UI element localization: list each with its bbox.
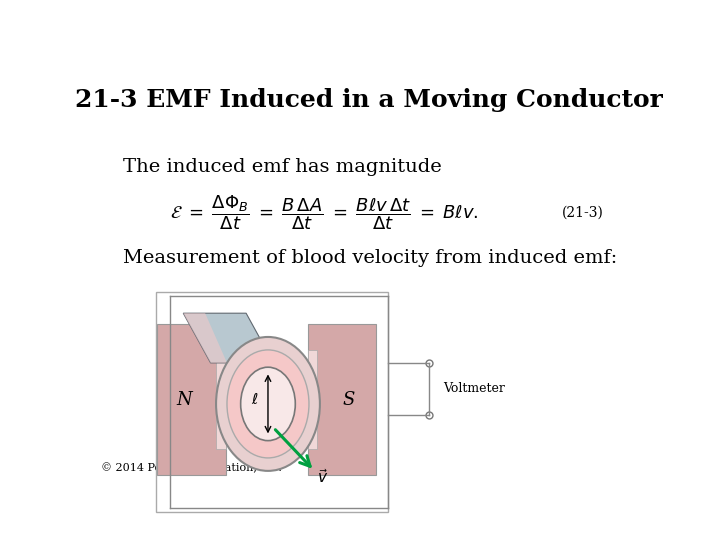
Text: Voltmeter: Voltmeter <box>443 382 505 395</box>
Text: 21-3 EMF Induced in a Moving Conductor: 21-3 EMF Induced in a Moving Conductor <box>75 88 663 112</box>
Text: $\ell$: $\ell$ <box>251 392 258 407</box>
Text: N: N <box>176 390 192 409</box>
Bar <box>156 292 388 512</box>
Ellipse shape <box>227 350 309 458</box>
Bar <box>307 324 376 475</box>
Polygon shape <box>184 313 227 363</box>
Text: S: S <box>343 390 355 409</box>
Bar <box>216 350 225 449</box>
Bar <box>157 324 225 475</box>
Ellipse shape <box>216 337 320 471</box>
Text: $\vec{v}$: $\vec{v}$ <box>317 468 328 487</box>
Text: © 2014 Pearson Education, Inc.: © 2014 Pearson Education, Inc. <box>101 463 282 473</box>
Text: (21-3): (21-3) <box>562 205 603 219</box>
Bar <box>307 350 318 449</box>
Ellipse shape <box>240 367 295 441</box>
Text: The induced emf has magnitude: The induced emf has magnitude <box>124 158 442 176</box>
Polygon shape <box>184 313 274 363</box>
Text: $\mathcal{E}\; =\; \dfrac{\Delta\Phi_B}{\Delta t}\; =\; \dfrac{B\,\Delta A}{\Del: $\mathcal{E}\; =\; \dfrac{\Delta\Phi_B}{… <box>170 193 479 232</box>
Text: Measurement of blood velocity from induced emf:: Measurement of blood velocity from induc… <box>124 249 618 267</box>
